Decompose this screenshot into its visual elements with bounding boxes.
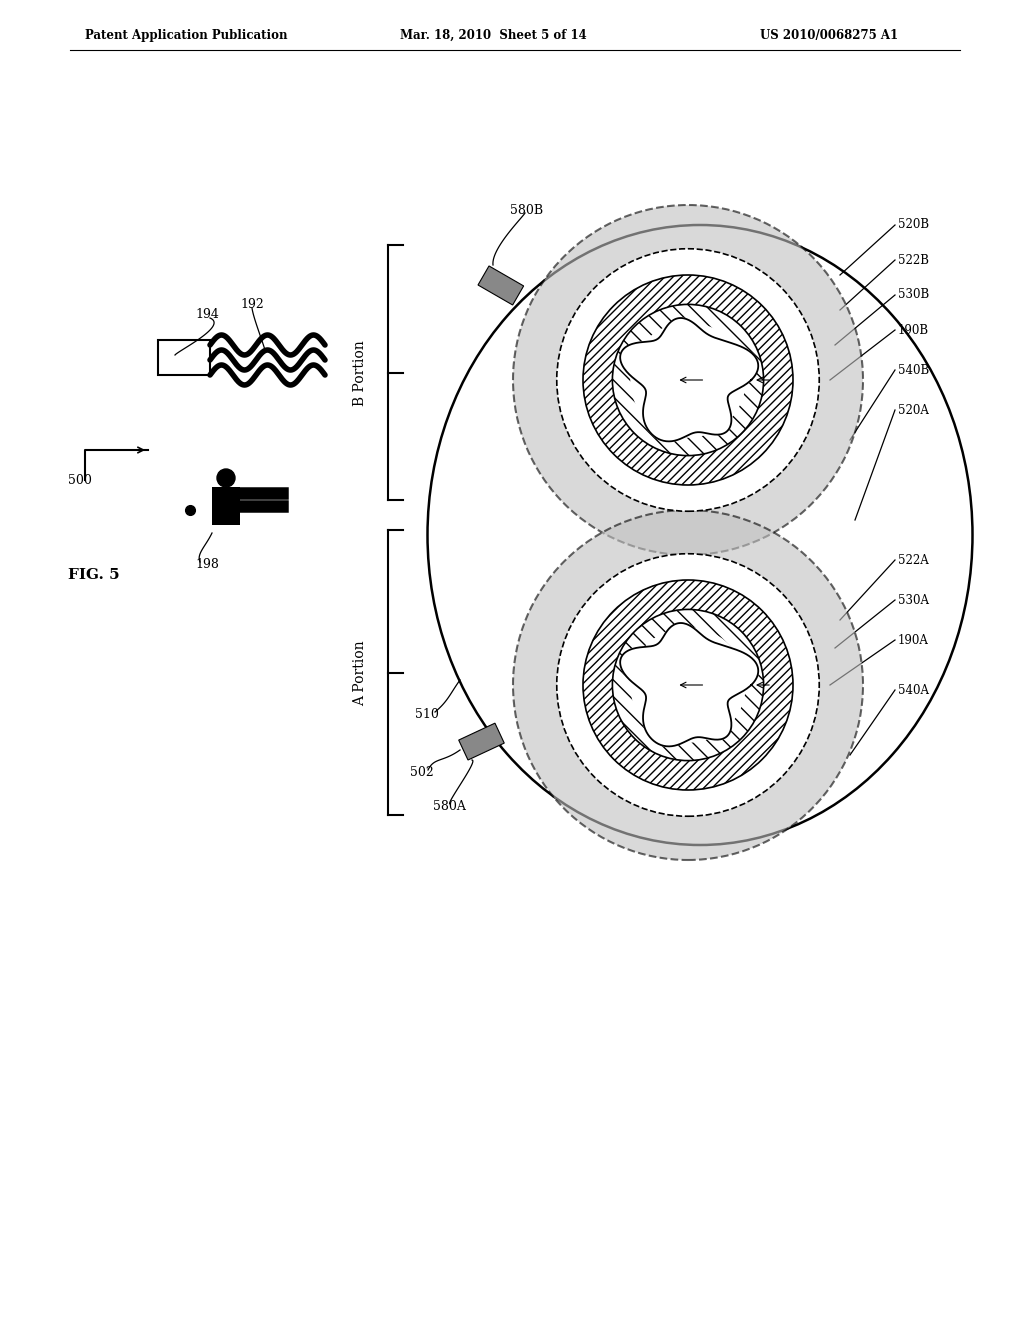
Text: 190A: 190A	[898, 634, 929, 647]
Circle shape	[583, 579, 793, 789]
Text: B Portion: B Portion	[353, 341, 367, 405]
Text: 190B: 190B	[898, 323, 929, 337]
Text: 522A: 522A	[898, 553, 929, 566]
Bar	[459, 723, 504, 760]
Text: 194: 194	[195, 309, 219, 322]
Ellipse shape	[427, 224, 973, 845]
Text: 520A: 520A	[898, 404, 929, 417]
Circle shape	[612, 610, 764, 760]
Text: Mar. 18, 2010  Sheet 5 of 14: Mar. 18, 2010 Sheet 5 of 14	[400, 29, 587, 41]
Text: 500: 500	[68, 474, 92, 487]
Bar	[158, 341, 210, 375]
Text: 520B: 520B	[898, 219, 929, 231]
Text: 530B: 530B	[898, 289, 929, 301]
Text: 522B: 522B	[898, 253, 929, 267]
Text: US 2010/0068275 A1: US 2010/0068275 A1	[760, 29, 898, 41]
Circle shape	[217, 469, 234, 487]
Bar	[478, 265, 523, 305]
Circle shape	[630, 627, 745, 743]
Circle shape	[513, 205, 863, 554]
Polygon shape	[621, 318, 758, 441]
Circle shape	[612, 305, 764, 455]
Text: FIG. 5: FIG. 5	[68, 568, 120, 582]
Circle shape	[557, 554, 819, 816]
Bar	[212, 487, 240, 525]
Text: 502: 502	[410, 766, 434, 779]
Text: 530A: 530A	[898, 594, 929, 606]
Circle shape	[630, 322, 745, 438]
Text: 580A: 580A	[433, 800, 466, 813]
Text: 198: 198	[195, 558, 219, 572]
Circle shape	[513, 510, 863, 861]
Text: 510: 510	[415, 709, 439, 722]
Circle shape	[583, 275, 793, 484]
Text: 192: 192	[240, 298, 264, 312]
Text: 540A: 540A	[898, 684, 929, 697]
Text: A Portion: A Portion	[353, 640, 367, 706]
Text: 580B: 580B	[510, 203, 543, 216]
Text: Patent Application Publication: Patent Application Publication	[85, 29, 288, 41]
Circle shape	[612, 610, 764, 760]
Polygon shape	[621, 623, 758, 746]
Circle shape	[557, 248, 819, 511]
Text: 540B: 540B	[898, 363, 929, 376]
Circle shape	[612, 305, 764, 455]
